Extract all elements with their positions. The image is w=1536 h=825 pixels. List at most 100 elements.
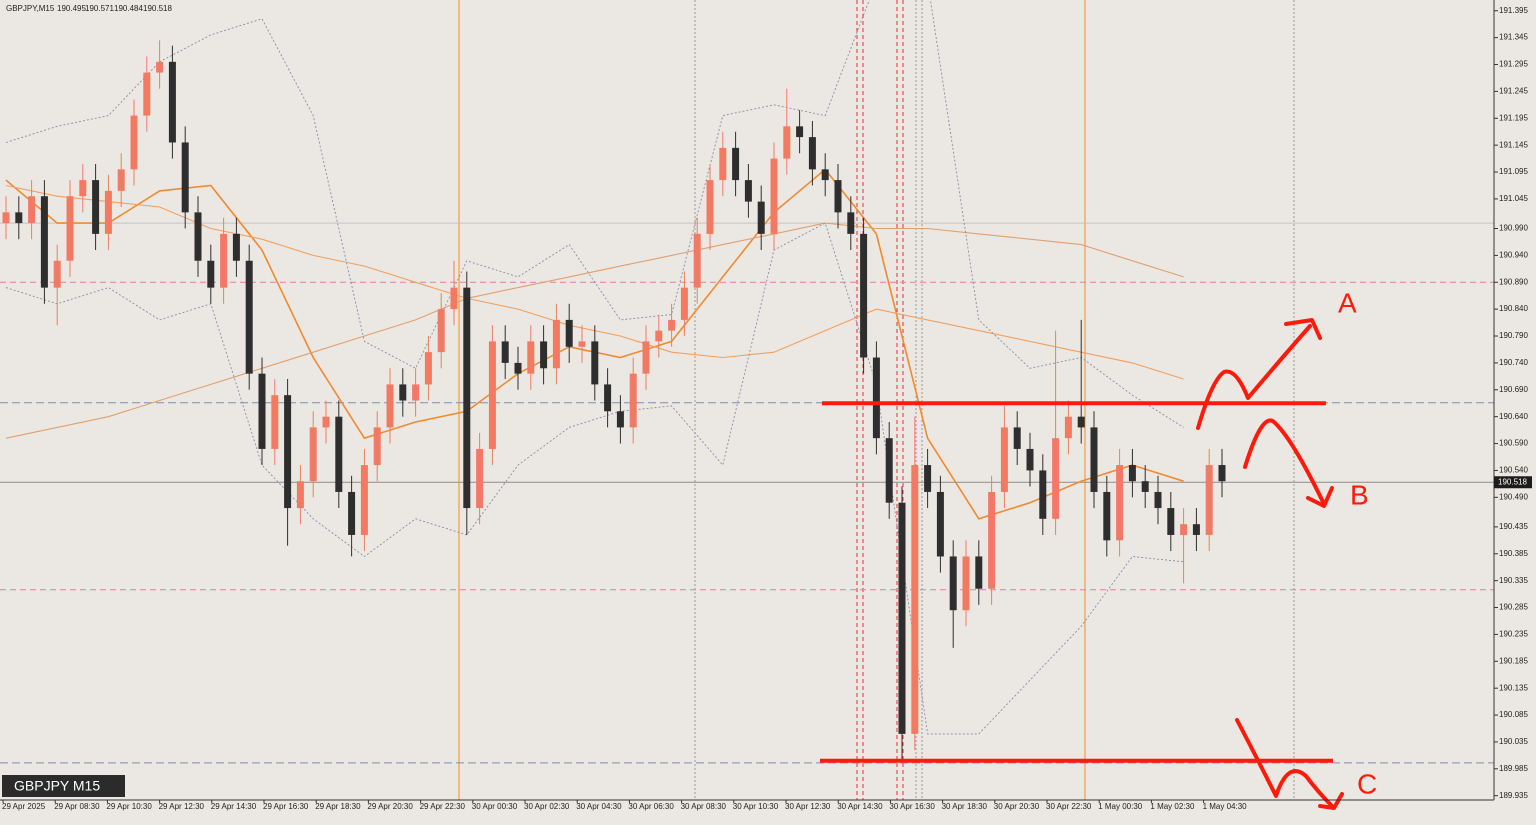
indicator-line — [5, 0, 1184, 428]
candle-body — [757, 201, 765, 234]
y-tick-label: 190.640 — [1499, 412, 1528, 421]
x-tick-label: 30 Apr 00:30 — [472, 802, 518, 811]
watermark-box — [2, 775, 125, 797]
candle-body — [296, 481, 304, 509]
candle-body — [1039, 470, 1047, 519]
x-tick-label: 1 May 00:30 — [1098, 802, 1143, 811]
candle-body — [642, 341, 650, 374]
candle-body — [1077, 416, 1085, 428]
arrow-head — [1318, 792, 1344, 810]
candle-body — [1026, 448, 1034, 471]
candle-body — [668, 319, 676, 331]
y-tick-label: 191.045 — [1499, 194, 1528, 203]
x-tick-label: 30 Apr 08:30 — [681, 802, 727, 811]
candle-body — [309, 427, 317, 482]
x-tick-label: 1 May 04:30 — [1203, 802, 1248, 811]
y-tick-label: 190.285 — [1499, 603, 1528, 612]
x-tick-label: 30 Apr 12:30 — [785, 802, 831, 811]
candle-body — [373, 427, 381, 466]
candle-body — [424, 352, 432, 385]
candle-body — [552, 319, 560, 369]
y-tick-label: 190.235 — [1499, 630, 1528, 639]
candle-body — [540, 341, 548, 369]
candle-body — [1064, 416, 1072, 439]
y-tick-label: 190.540 — [1499, 466, 1528, 475]
candle-body — [194, 212, 202, 261]
candle-body — [591, 341, 599, 385]
y-tick-label: 189.985 — [1499, 764, 1528, 773]
candle-body — [66, 196, 74, 261]
candle-body — [104, 190, 112, 234]
candle-body — [40, 196, 48, 288]
plot — [0, 0, 1494, 764]
bar-high: 190.571 — [85, 4, 114, 13]
arrow-head — [1306, 486, 1334, 508]
x-tick-label: 29 Apr 22:30 — [420, 802, 466, 811]
candle-body — [501, 341, 509, 363]
candle-body — [476, 448, 484, 509]
candle-body — [15, 212, 23, 224]
candle-body — [322, 416, 330, 428]
y-tick-label: 191.295 — [1499, 60, 1528, 69]
y-tick-label: 190.085 — [1499, 710, 1528, 719]
candle-body — [898, 502, 906, 734]
y-tick-label: 191.145 — [1499, 140, 1528, 149]
candle-body — [604, 384, 612, 412]
candle-body — [284, 395, 292, 509]
candle-body — [1141, 481, 1149, 492]
candle-body — [578, 341, 586, 347]
candle-body — [808, 137, 816, 170]
x-tick-label: 29 Apr 10:30 — [106, 802, 152, 811]
y-tick-label: 191.245 — [1499, 87, 1528, 96]
candle-body — [207, 260, 215, 288]
candle-body — [1205, 465, 1213, 535]
x-tick-label: 30 Apr 22:30 — [1046, 802, 1092, 811]
y-tick-label: 190.335 — [1499, 576, 1528, 585]
candle-body — [245, 260, 253, 374]
candle-body — [1090, 427, 1098, 492]
candle-body — [79, 180, 87, 197]
scenario-arrows — [1196, 318, 1344, 810]
candle-body — [143, 72, 151, 116]
candle-body — [1180, 524, 1188, 535]
candle-body — [181, 142, 189, 213]
candle-body — [130, 115, 138, 170]
candle-body — [911, 465, 919, 734]
candle-body — [821, 169, 829, 181]
candle-body — [1000, 427, 1008, 492]
y-tick-label: 190.690 — [1499, 385, 1528, 394]
bar-open: 190.495 — [57, 4, 86, 13]
x-tick-label: 29 Apr 2025 — [2, 802, 46, 811]
y-tick-label: 190.990 — [1499, 224, 1528, 233]
candle-body — [232, 233, 240, 261]
candle-body — [885, 438, 893, 503]
x-tick-label: 29 Apr 20:30 — [367, 802, 413, 811]
candle-body — [1013, 427, 1021, 449]
symbol-label: GBPJPY,M15 — [6, 4, 55, 13]
watermark: GBPJPY M15 — [14, 778, 100, 794]
candle-body — [732, 147, 740, 181]
x-tick-label: 30 Apr 10:30 — [733, 802, 779, 811]
arrow-down — [1243, 418, 1326, 506]
candle-body — [117, 169, 125, 191]
candle-body — [847, 212, 855, 234]
session-lines — [458, 0, 1295, 800]
indicator-line — [5, 222, 1184, 439]
candle-body — [1154, 491, 1162, 509]
bar-low: 190.484 — [114, 4, 143, 13]
candle-body — [1116, 465, 1124, 541]
candle-body — [924, 465, 932, 492]
candle-body — [437, 309, 445, 353]
candle-body — [936, 491, 944, 557]
candle-body — [1192, 524, 1200, 535]
candle-body — [450, 287, 458, 310]
candle-body — [834, 180, 842, 213]
candle-body — [1167, 508, 1175, 535]
current-price-label: 190.518 — [1498, 477, 1527, 486]
candle-body — [655, 330, 663, 342]
candle-body — [616, 411, 624, 428]
y-tick-label: 190.590 — [1499, 439, 1528, 448]
y-tick-label: 191.395 — [1499, 6, 1528, 15]
candle-body — [706, 180, 714, 234]
